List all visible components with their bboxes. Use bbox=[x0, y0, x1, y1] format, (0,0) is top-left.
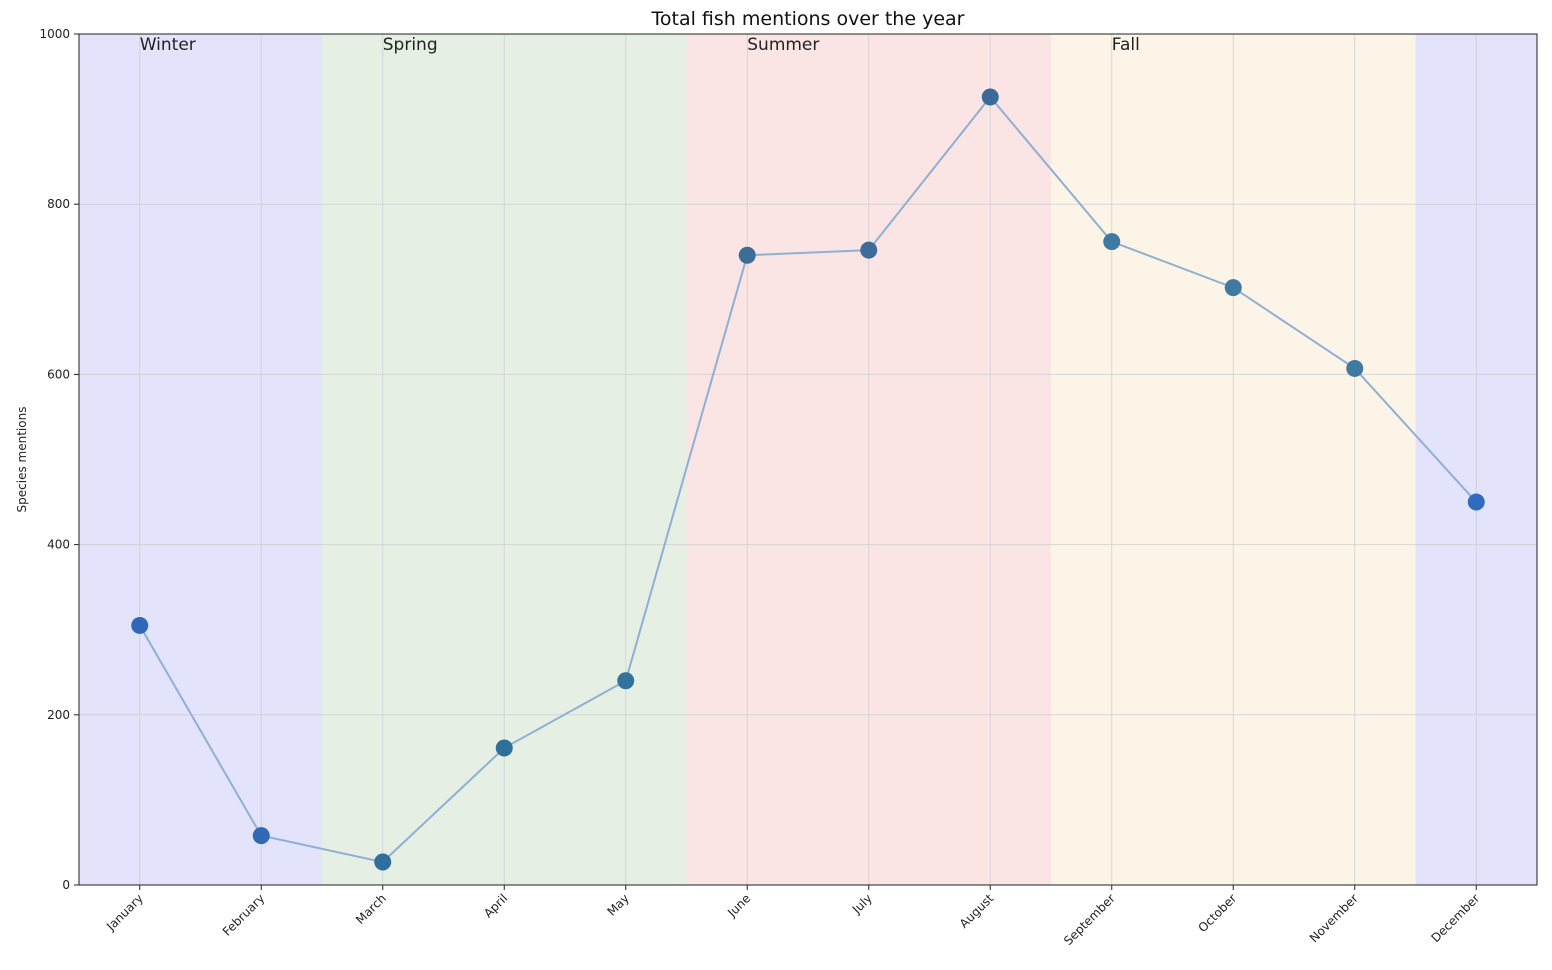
y-tick-label: 1000 bbox=[39, 27, 70, 41]
data-point-march bbox=[374, 853, 392, 871]
season-band bbox=[79, 34, 322, 885]
y-tick-label: 600 bbox=[47, 367, 70, 381]
season-label: Summer bbox=[747, 35, 819, 55]
data-series bbox=[131, 88, 1485, 871]
data-point-december bbox=[1467, 493, 1485, 511]
x-tick-label: January bbox=[103, 891, 146, 934]
x-tick-label: May bbox=[604, 891, 631, 918]
data-point-april bbox=[495, 739, 513, 757]
y-tick-label: 400 bbox=[47, 538, 70, 552]
y-tick-label: 800 bbox=[47, 197, 70, 211]
series-line bbox=[138, 95, 1477, 864]
x-tick-label: August bbox=[957, 891, 997, 931]
data-point-june bbox=[738, 246, 756, 264]
x-tick-label: July bbox=[849, 891, 875, 917]
data-point-september bbox=[1103, 233, 1121, 251]
x-tick-label: March bbox=[353, 891, 389, 927]
x-tick-label: December bbox=[1428, 891, 1482, 945]
data-point-january bbox=[131, 616, 149, 634]
data-point-july bbox=[860, 241, 878, 259]
data-point-may bbox=[617, 672, 635, 690]
x-tick-label: September bbox=[1061, 891, 1118, 948]
x-tick-label: November bbox=[1307, 891, 1361, 945]
x-tick-label: June bbox=[724, 891, 753, 920]
x-tick-label: April bbox=[481, 891, 510, 920]
y-tick-label: 200 bbox=[47, 708, 70, 722]
data-point-october bbox=[1224, 279, 1242, 297]
season-label: Winter bbox=[140, 35, 196, 55]
y-axis: 0 200 400 600 800 1000 bbox=[39, 27, 79, 892]
data-point-november bbox=[1346, 359, 1364, 377]
y-axis-label: Species mentions bbox=[15, 407, 29, 513]
data-point-august bbox=[981, 88, 999, 106]
data-point-february bbox=[252, 827, 270, 845]
chart-title: Total fish mentions over the year bbox=[651, 8, 965, 30]
plot-frame bbox=[78, 33, 1538, 886]
season-label: Fall bbox=[1112, 35, 1140, 55]
season-label: Spring bbox=[383, 35, 438, 55]
x-axis: January February March April May June July Augu… bbox=[103, 885, 1482, 948]
y-tick-label: 0 bbox=[62, 878, 70, 892]
x-tick-label: February bbox=[220, 891, 268, 939]
x-tick-label: October bbox=[1196, 891, 1240, 935]
season-labels: Winter Spring Summer Fall bbox=[140, 35, 1140, 55]
season-bands bbox=[79, 34, 1537, 885]
